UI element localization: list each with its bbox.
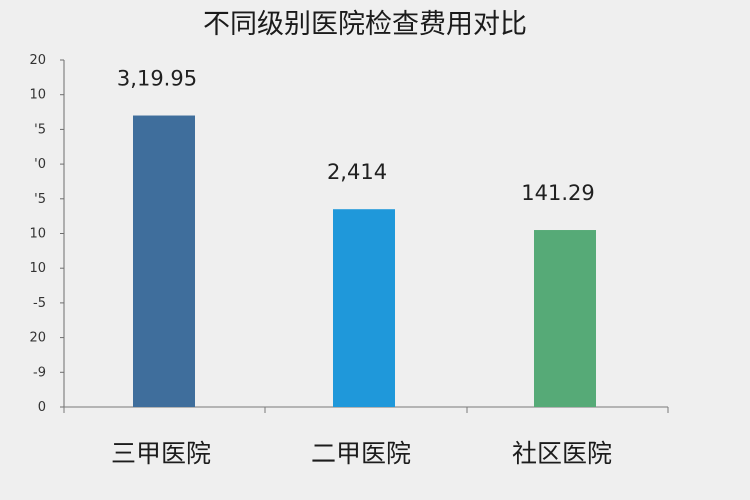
bar-value-label: 3,19.95 <box>117 67 197 91</box>
y-tick-label: 20 <box>29 53 46 68</box>
chart-title: 不同级别医院检查费用对比 <box>203 9 527 40</box>
bar-value-label: 141.29 <box>521 181 594 205</box>
y-tick-label: '5 <box>34 122 46 137</box>
y-tick-label: 10 <box>29 88 46 103</box>
bar <box>133 115 195 408</box>
y-tick-label: '0 <box>34 157 46 172</box>
y-tick-label: 10 <box>29 261 46 276</box>
y-tick-label: 10 <box>29 227 46 242</box>
y-tick-label: 0 <box>38 400 46 415</box>
bar-value-label: 2,414 <box>327 160 387 184</box>
category-label: 二甲医院 <box>311 439 411 468</box>
category-label: 三甲医院 <box>111 439 211 468</box>
bar <box>534 230 596 407</box>
y-tick-label: -9 <box>33 365 46 380</box>
category-labels: 三甲医院 二甲医院 社区医院 <box>111 439 612 468</box>
y-tick-label: -5 <box>33 296 46 311</box>
category-label: 社区医院 <box>512 439 612 468</box>
x-axis-ticks <box>63 407 669 413</box>
bar <box>333 209 395 407</box>
y-tick-label: 20 <box>29 331 46 346</box>
y-axis-ticks: 20 10 '5 '0 '5 10 10 -5 20 -9 0 <box>29 53 64 415</box>
data-labels: 3,19.95 2,414 141.29 <box>117 67 595 206</box>
y-tick-label: '5 <box>34 192 46 207</box>
bars <box>133 115 596 408</box>
